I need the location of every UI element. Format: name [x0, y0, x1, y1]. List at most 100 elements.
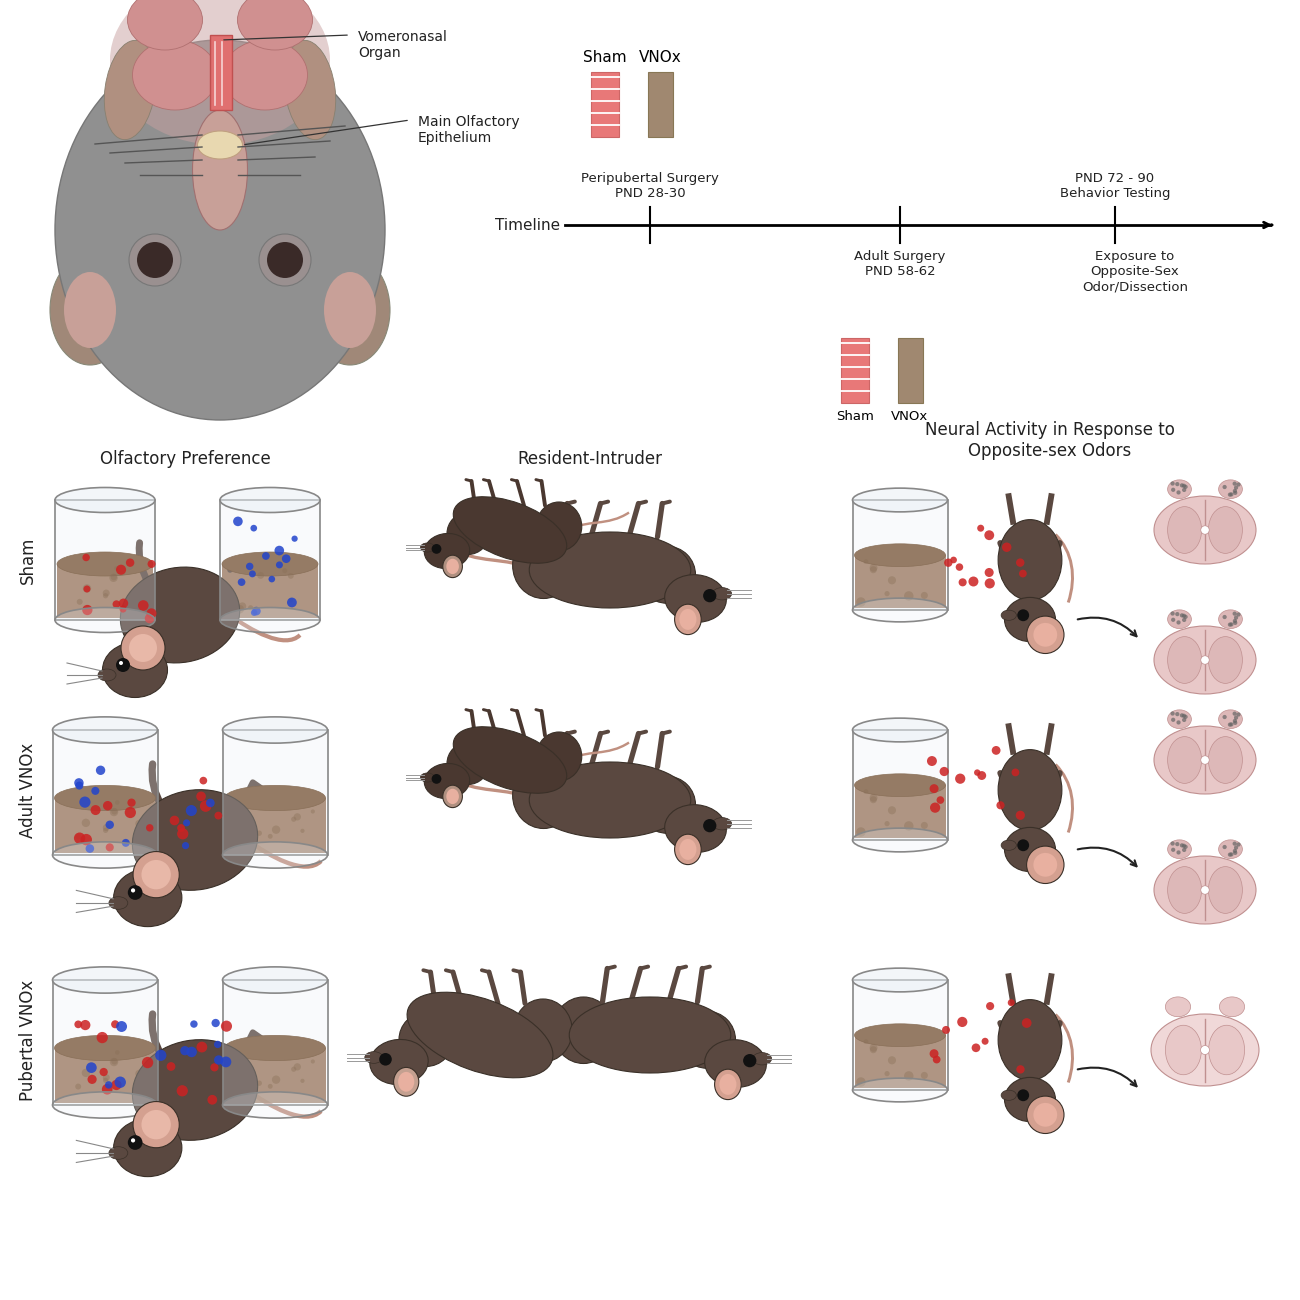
- Ellipse shape: [57, 552, 153, 576]
- Ellipse shape: [1001, 610, 1017, 620]
- Circle shape: [1230, 853, 1234, 857]
- Circle shape: [1180, 484, 1184, 488]
- Circle shape: [272, 1075, 281, 1084]
- Point: [216, 1052, 237, 1072]
- Ellipse shape: [638, 546, 696, 603]
- Point: [99, 837, 120, 858]
- Ellipse shape: [512, 762, 575, 828]
- Ellipse shape: [446, 789, 459, 805]
- Ellipse shape: [719, 1074, 736, 1095]
- Ellipse shape: [222, 552, 318, 576]
- Point: [282, 592, 303, 612]
- Circle shape: [1180, 614, 1184, 618]
- Text: Pubertal VNOx: Pubertal VNOx: [20, 979, 36, 1101]
- Text: Peripubertal Surgery
PND 28-30: Peripubertal Surgery PND 28-30: [581, 172, 719, 200]
- Point: [944, 550, 965, 571]
- Ellipse shape: [424, 533, 469, 568]
- Circle shape: [903, 1071, 914, 1080]
- Circle shape: [1222, 615, 1227, 619]
- Ellipse shape: [514, 998, 572, 1062]
- Ellipse shape: [324, 272, 376, 348]
- Circle shape: [1232, 719, 1238, 723]
- Point: [991, 794, 1011, 815]
- Ellipse shape: [109, 897, 127, 909]
- Ellipse shape: [399, 1013, 452, 1066]
- Point: [924, 797, 945, 818]
- Point: [216, 1015, 237, 1036]
- Point: [204, 1057, 225, 1078]
- Point: [191, 786, 212, 807]
- Ellipse shape: [1218, 480, 1243, 499]
- Ellipse shape: [529, 532, 690, 608]
- Circle shape: [1182, 844, 1186, 848]
- Circle shape: [1171, 488, 1175, 491]
- Circle shape: [920, 1072, 928, 1079]
- Text: VNOx: VNOx: [892, 410, 928, 422]
- Point: [936, 1019, 957, 1040]
- Point: [227, 511, 248, 532]
- Circle shape: [112, 1058, 117, 1065]
- Ellipse shape: [675, 604, 701, 634]
- Circle shape: [1027, 1096, 1063, 1134]
- Ellipse shape: [1167, 710, 1191, 728]
- Point: [1005, 762, 1026, 783]
- Point: [243, 517, 264, 538]
- Point: [202, 1089, 222, 1110]
- Circle shape: [1230, 623, 1234, 627]
- Ellipse shape: [192, 111, 247, 230]
- Circle shape: [744, 1054, 757, 1067]
- Circle shape: [1234, 485, 1238, 490]
- Circle shape: [1234, 620, 1238, 625]
- Circle shape: [230, 1053, 239, 1062]
- FancyBboxPatch shape: [854, 555, 945, 608]
- Circle shape: [133, 1101, 179, 1148]
- Circle shape: [127, 1135, 143, 1149]
- Ellipse shape: [238, 0, 312, 49]
- Ellipse shape: [1001, 840, 1017, 850]
- FancyBboxPatch shape: [57, 564, 153, 618]
- Ellipse shape: [998, 520, 1062, 601]
- Circle shape: [870, 1046, 876, 1053]
- Point: [256, 546, 277, 567]
- FancyBboxPatch shape: [592, 72, 619, 136]
- Point: [111, 559, 131, 580]
- Text: Exposure to
Opposite-Sex
Odor/Dissection: Exposure to Opposite-Sex Odor/Dissection: [1082, 250, 1188, 292]
- Ellipse shape: [103, 642, 168, 698]
- Point: [1013, 563, 1034, 584]
- Ellipse shape: [680, 608, 697, 630]
- Circle shape: [142, 1110, 170, 1139]
- Circle shape: [103, 824, 109, 831]
- Point: [138, 1052, 159, 1072]
- Ellipse shape: [1167, 867, 1201, 914]
- Point: [952, 1011, 972, 1032]
- Point: [68, 1014, 88, 1035]
- Circle shape: [1200, 1045, 1209, 1054]
- Circle shape: [1227, 493, 1232, 497]
- Point: [181, 800, 202, 820]
- Point: [172, 1080, 192, 1101]
- Ellipse shape: [1209, 507, 1243, 554]
- Point: [74, 792, 95, 812]
- Circle shape: [1236, 612, 1240, 616]
- Circle shape: [432, 543, 442, 554]
- Circle shape: [863, 1039, 868, 1044]
- Circle shape: [1232, 711, 1236, 716]
- Circle shape: [259, 234, 311, 286]
- Ellipse shape: [1165, 997, 1191, 1017]
- Ellipse shape: [552, 997, 615, 1063]
- Ellipse shape: [1167, 840, 1191, 858]
- Point: [980, 996, 1001, 1017]
- Circle shape: [114, 1050, 120, 1054]
- Circle shape: [111, 575, 117, 580]
- Point: [81, 1057, 101, 1078]
- Circle shape: [703, 819, 716, 832]
- Circle shape: [1182, 488, 1187, 493]
- Ellipse shape: [998, 1000, 1062, 1080]
- FancyBboxPatch shape: [52, 731, 157, 855]
- Circle shape: [1171, 848, 1175, 852]
- Circle shape: [75, 833, 81, 840]
- Ellipse shape: [1209, 637, 1243, 684]
- Circle shape: [282, 568, 287, 573]
- Ellipse shape: [443, 785, 463, 807]
- Text: VNOx: VNOx: [638, 49, 681, 65]
